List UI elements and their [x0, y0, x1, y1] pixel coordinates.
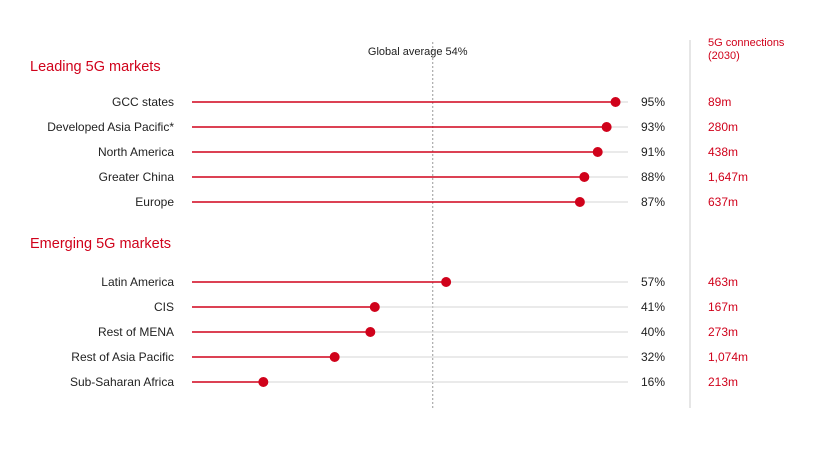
value-label: 40%	[641, 325, 665, 339]
connections-value: 273m	[708, 325, 738, 339]
value-dot	[574, 197, 585, 207]
value-dot	[610, 97, 621, 107]
value-label: 57%	[641, 275, 665, 289]
row-label: GCC states	[112, 95, 174, 109]
connections-value: 213m	[708, 375, 738, 389]
row-label: Rest of Asia Pacific	[71, 350, 174, 364]
row-label: North America	[98, 145, 174, 159]
value-dot	[601, 122, 612, 132]
connections-header-line-2: (2030)	[708, 50, 740, 62]
row-label: Latin America	[101, 275, 174, 289]
connections-value: 89m	[708, 95, 731, 109]
connections-value: 438m	[708, 145, 738, 159]
group-title: Leading 5G markets	[30, 59, 161, 75]
value-dot	[258, 377, 269, 387]
value-dot	[329, 352, 340, 362]
value-dot	[441, 277, 452, 287]
connections-value: 280m	[708, 120, 738, 134]
row-label: Greater China	[99, 170, 175, 184]
connections-header-line-1: 5G connections	[708, 37, 785, 49]
connections-value: 1,074m	[708, 350, 748, 364]
value-label: 16%	[641, 375, 665, 389]
value-label: 88%	[641, 170, 665, 184]
value-label: 95%	[641, 95, 665, 109]
value-dot	[592, 147, 603, 157]
row-label: Developed Asia Pacific*	[47, 120, 174, 134]
rows-layer: Leading 5G markets GCC states 95% 89m Develo…	[30, 59, 748, 389]
value-label: 93%	[641, 120, 665, 134]
connections-value: 167m	[708, 300, 738, 314]
row-label: Rest of MENA	[98, 325, 174, 339]
group-title: Emerging 5G markets	[30, 236, 171, 252]
value-label: 91%	[641, 145, 665, 159]
row-label: CIS	[154, 300, 174, 314]
value-dot	[365, 327, 376, 337]
value-label: 41%	[641, 300, 665, 314]
value-label: 87%	[641, 195, 665, 209]
connections-value: 1,647m	[708, 170, 748, 184]
connections-value: 463m	[708, 275, 738, 289]
connections-value: 637m	[708, 195, 738, 209]
value-dot	[579, 172, 590, 182]
row-label: Sub-Saharan Africa	[70, 375, 174, 389]
global-average-label: Global average 54%	[368, 46, 468, 58]
value-dot	[369, 302, 380, 312]
row-label: Europe	[135, 195, 174, 209]
value-label: 32%	[641, 350, 665, 364]
